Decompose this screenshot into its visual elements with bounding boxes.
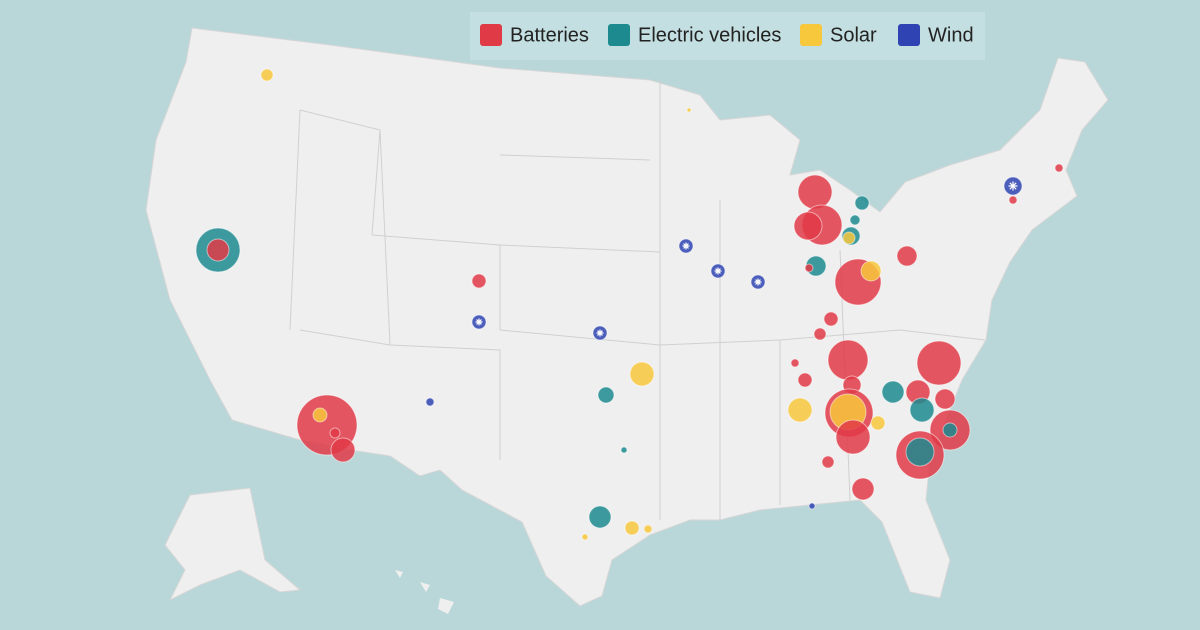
site-bubble: [1054, 163, 1064, 173]
site-bubble: [581, 533, 589, 541]
legend-swatch: [898, 24, 920, 46]
hawaii: [395, 570, 454, 614]
contiguous-us: [145, 27, 1109, 607]
wind-icon: [475, 318, 483, 326]
site-bubble: [854, 195, 870, 211]
site-bubble: [905, 437, 935, 467]
site-bubble: [793, 211, 823, 241]
wind-icon: [596, 329, 604, 337]
legend-label: Solar: [830, 24, 877, 46]
site-bubble: [329, 427, 341, 439]
site-bubble: [849, 214, 861, 226]
wind-icon: [754, 278, 762, 286]
site-bubble: [787, 397, 813, 423]
site-bubble: [870, 415, 886, 431]
wind-icon: [714, 267, 722, 275]
site-bubble: [934, 388, 956, 410]
site-bubble: [597, 386, 615, 404]
site-bubble: [909, 397, 935, 423]
wind-icon: [682, 242, 690, 250]
site-bubble: [425, 397, 435, 407]
site-bubble: [804, 263, 814, 273]
site-bubble: [629, 361, 655, 387]
legend-swatch: [480, 24, 502, 46]
site-bubble: [312, 407, 328, 423]
site-bubble: [797, 174, 833, 210]
wind-icon: [1008, 181, 1018, 191]
site-bubble: [620, 446, 628, 454]
site-bubble: [643, 524, 653, 534]
legend-label: Batteries: [510, 24, 589, 46]
site-bubble: [827, 339, 869, 381]
site-bubble: [942, 422, 958, 438]
legend-label: Electric vehicles: [638, 24, 781, 46]
site-bubble: [588, 505, 612, 529]
alaska: [164, 487, 302, 602]
site-bubble: [896, 245, 918, 267]
site-bubble: [821, 455, 835, 469]
site-bubble: [206, 238, 230, 262]
site-bubble: [797, 372, 813, 388]
site-bubble: [471, 273, 487, 289]
site-bubble: [823, 311, 839, 327]
site-bubble: [790, 358, 800, 368]
site-bubble: [260, 68, 274, 82]
legend-label: Wind: [928, 24, 974, 46]
site-bubble: [835, 419, 871, 455]
site-bubble: [686, 107, 692, 113]
site-bubble: [330, 437, 356, 463]
site-bubble: [916, 340, 962, 386]
site-bubble: [1008, 195, 1018, 205]
site-bubble: [813, 327, 827, 341]
site-bubble: [624, 520, 640, 536]
site-bubble: [851, 477, 875, 501]
site-bubble: [881, 380, 905, 404]
legend-swatch: [608, 24, 630, 46]
legend-swatch: [800, 24, 822, 46]
site-bubble: [808, 502, 816, 510]
site-bubble: [842, 231, 856, 245]
site-bubble: [860, 260, 882, 282]
